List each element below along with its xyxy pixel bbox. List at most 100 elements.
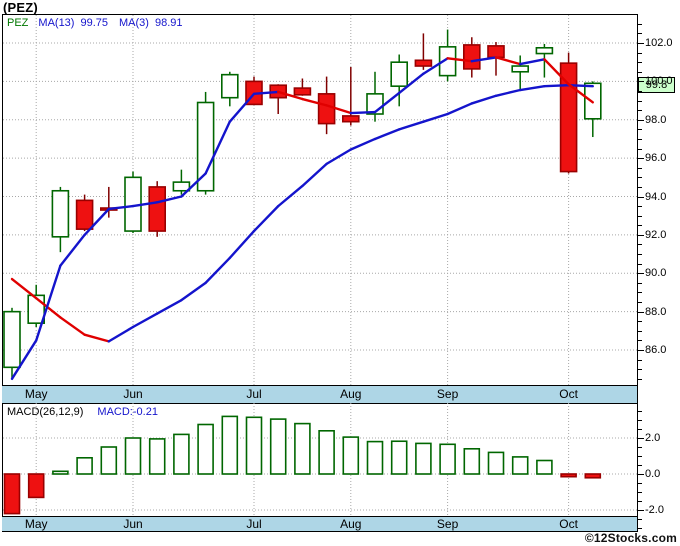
axis-tick	[638, 119, 644, 121]
axis-tick	[638, 510, 644, 511]
axis-tick	[638, 456, 642, 457]
month-label: Jun	[123, 387, 143, 401]
axis-tick	[638, 254, 642, 256]
price-chart-month-axis: May Jun Jul Aug Sep Oct	[2, 385, 637, 404]
month-label: May	[24, 517, 48, 531]
axis-tick	[638, 438, 644, 439]
axis-tick	[638, 206, 642, 208]
axis-tick-label: 100.0	[645, 75, 673, 88]
axis-tick	[638, 177, 642, 179]
axis-tick	[638, 378, 642, 380]
axis-tick	[638, 81, 644, 83]
axis-tick	[638, 62, 642, 64]
axis-tick	[638, 263, 642, 265]
axis-tick	[638, 225, 642, 227]
macd-bars	[3, 415, 602, 515]
axis-tick	[638, 340, 642, 342]
axis-tick-label: 98.0	[645, 113, 667, 126]
axis-tick	[638, 302, 642, 304]
axis-tick	[638, 52, 642, 54]
axis-tick	[638, 447, 642, 448]
axis-tick	[638, 369, 642, 371]
axis-tick	[638, 483, 642, 484]
axis-tick	[638, 71, 642, 73]
axis-tick	[638, 148, 642, 150]
axis-tick	[638, 492, 642, 493]
price-chart-canvas	[3, 15, 637, 385]
axis-tick-label: 0.0	[645, 468, 661, 480]
ma13-line	[10, 84, 594, 343]
axis-tick	[638, 528, 642, 529]
macd-chart-canvas	[3, 403, 637, 516]
macd-month-axis: May Jun Jul Aug Sep Oct	[2, 516, 637, 532]
frame-top-border	[2, 14, 680, 15]
month-label: Oct	[559, 517, 578, 531]
axis-tick	[638, 282, 642, 284]
axis-tick-label: 92.0	[645, 228, 667, 241]
macd-legend-label: MACD(26,12,9)	[7, 406, 84, 418]
ma3-legend-value: 98.91	[154, 17, 183, 29]
month-label: Jul	[246, 387, 262, 401]
ma13-legend-label: MA(13)	[38, 17, 75, 29]
macd-legend-value: MACD:-0.21	[97, 406, 158, 418]
ma3-line	[10, 56, 594, 381]
axis-tick	[638, 33, 642, 35]
axis-tick	[638, 359, 642, 361]
axis-tick-label: -2.0	[645, 504, 664, 516]
axis-tick	[638, 158, 644, 160]
macd-legend: MACD(26,12,9) MACD:-0.21	[7, 406, 158, 418]
axis-tick	[638, 292, 642, 294]
ticker-symbol: PEZ	[7, 17, 29, 29]
page-title: (PEZ)	[3, 0, 38, 15]
axis-tick-label: 86.0	[645, 344, 667, 357]
axis-tick	[638, 474, 644, 475]
month-label: Sep	[436, 387, 459, 401]
ma13-legend-value: 99.75	[80, 17, 108, 29]
axis-tick	[638, 215, 642, 217]
axis-tick	[638, 273, 644, 275]
axis-tick	[638, 138, 642, 140]
watermark: ©12Stocks.com	[584, 531, 677, 545]
axis-tick	[638, 330, 642, 332]
axis-tick	[638, 90, 642, 92]
axis-tick	[638, 129, 642, 131]
frame-left-border	[2, 14, 3, 532]
axis-tick	[638, 110, 642, 112]
last-price-badge: 99.8	[638, 77, 675, 94]
candles	[3, 29, 602, 379]
month-label: Aug	[340, 387, 362, 401]
month-label: May	[24, 387, 48, 401]
axis-tick-label: 94.0	[645, 190, 667, 203]
axis-tick	[638, 186, 642, 188]
right-price-axis: 99.8 102.0 100.0 98.0 96.0 94.0 92.0 90.0 88.0 8…	[637, 14, 680, 532]
axis-tick	[638, 167, 642, 169]
axis-tick	[638, 100, 642, 102]
axis-tick	[638, 420, 642, 421]
month-label: Jul	[246, 517, 262, 531]
axis-tick	[638, 465, 642, 466]
axis-tick	[638, 196, 644, 198]
axis-tick	[638, 429, 642, 430]
axis-tick-label: 96.0	[645, 152, 667, 165]
axis-tick	[638, 311, 644, 313]
axis-tick	[638, 321, 642, 323]
axis-tick	[638, 234, 644, 236]
axis-tick-label: 2.0	[645, 432, 661, 444]
month-label: Oct	[559, 387, 578, 401]
axis-tick	[638, 244, 642, 246]
axis-tick	[638, 350, 644, 352]
axis-tick	[638, 43, 644, 44]
month-label: Aug	[340, 517, 362, 531]
axis-tick	[638, 519, 642, 520]
price-chart-legend: PEZ MA(13) 99.75 MA(3) 98.91	[7, 17, 193, 29]
axis-tick	[638, 411, 642, 412]
axis-tick	[638, 501, 642, 502]
axis-tick-label: 90.0	[645, 267, 667, 280]
month-label: Jun	[123, 517, 143, 531]
axis-tick-label: 88.0	[645, 305, 667, 318]
ma3-legend-label: MA(3)	[119, 17, 149, 29]
month-label: Sep	[436, 517, 459, 531]
axis-tick	[638, 23, 642, 25]
axis-tick-label: 102.0	[645, 37, 673, 49]
